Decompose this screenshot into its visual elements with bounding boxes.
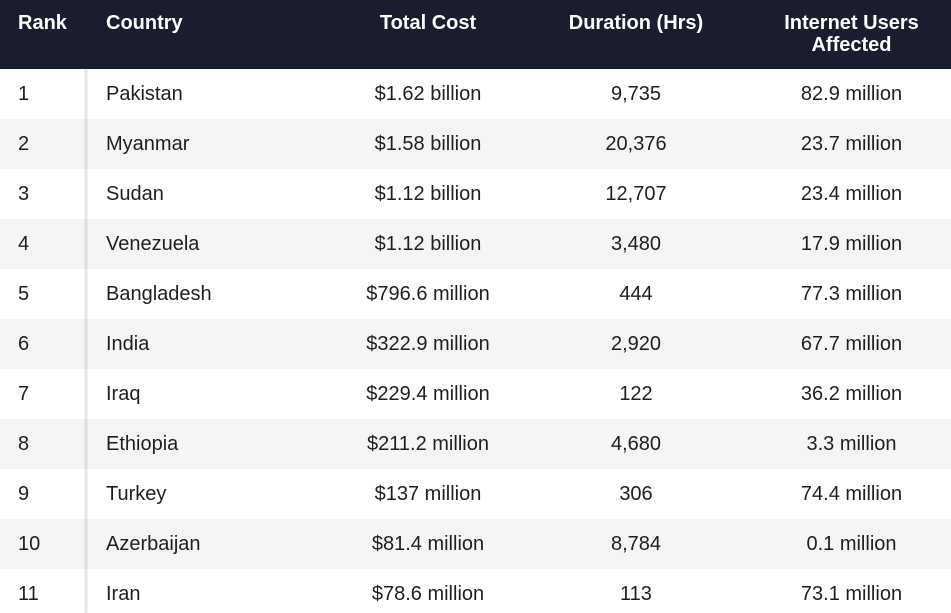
cell-country: Iraq [106, 383, 141, 405]
cell-country: Turkey [106, 483, 167, 505]
cell-country: Ethiopia [106, 433, 179, 455]
cell-rank: 6 [18, 333, 30, 355]
cell-country: Iran [106, 583, 141, 605]
header-duration[interactable]: Duration (Hrs) [568, 12, 704, 34]
cell-duration: 122 [619, 383, 653, 405]
cell-rank: 1 [18, 83, 30, 105]
cell-rank: 9 [18, 483, 30, 505]
cell-users-affected: 74.4 million [800, 483, 903, 505]
cell-users-affected: 73.1 million [800, 583, 903, 605]
cell-country: Azerbaijan [106, 533, 201, 555]
cell-total-cost: $322.9 million [366, 333, 490, 355]
cell-duration: 9,735 [610, 83, 662, 105]
cell-rank: 7 [18, 383, 30, 405]
table-header: Rank Country Total Cost Duration (Hrs) I… [0, 0, 951, 69]
table-row: 10 Azerbaijan $81.4 million 8,784 0.1 millio… [0, 519, 951, 569]
cell-duration: 2,920 [610, 333, 662, 355]
cell-rank: 2 [18, 133, 30, 155]
cell-users-affected: 23.4 million [800, 183, 903, 205]
header-total-cost[interactable]: Total Cost [379, 12, 477, 34]
cell-total-cost: $229.4 million [366, 383, 490, 405]
table-row: 3 Sudan $1.12 billion 12,707 23.4 million [0, 169, 951, 219]
table-body: 1 Pakistan $1.62 billion 9,735 82.9 million 2… [0, 69, 951, 613]
cell-rank: 3 [18, 183, 30, 205]
cell-users-affected: 67.7 million [800, 333, 903, 355]
cell-country: Myanmar [106, 133, 190, 155]
cell-duration: 113 [620, 583, 652, 605]
cell-country: Sudan [106, 183, 164, 205]
header-users-affected-line-1: Internet Users [784, 12, 919, 34]
cell-users-affected: 36.2 million [800, 383, 903, 405]
header-users-affected-line-2: Affected [811, 34, 892, 56]
cell-users-affected: 0.1 million [806, 533, 897, 555]
cell-duration: 3,480 [610, 233, 662, 255]
cell-total-cost: $1.12 billion [374, 183, 482, 205]
cell-duration: 20,376 [605, 133, 667, 155]
table-row: 7 Iraq $229.4 million 122 36.2 million [0, 369, 951, 419]
table-row: 6 India $322.9 million 2,920 67.7 million [0, 319, 951, 369]
header-country[interactable]: Country [106, 12, 183, 34]
cell-total-cost: $137 million [374, 483, 482, 505]
cell-rank: 8 [18, 433, 30, 455]
cell-country: India [106, 333, 150, 355]
cell-total-cost: $211.2 million [367, 433, 489, 455]
table-row: 5 Bangladesh $796.6 million 444 77.3 million [0, 269, 951, 319]
cell-users-affected: 17.9 million [800, 233, 903, 255]
cell-duration: 4,680 [610, 433, 662, 455]
cell-country: Pakistan [106, 83, 183, 105]
cell-total-cost: $1.12 billion [374, 233, 482, 255]
cell-duration: 12,707 [605, 183, 667, 205]
cell-duration: 306 [619, 483, 653, 505]
cell-users-affected: 23.7 million [800, 133, 903, 155]
header-rank[interactable]: Rank [18, 12, 67, 34]
cell-rank: 4 [18, 233, 30, 255]
table-row: 1 Pakistan $1.62 billion 9,735 82.9 million [0, 69, 951, 119]
cell-users-affected: 82.9 million [800, 83, 903, 105]
header-users-affected[interactable]: Internet Users Affected [752, 0, 951, 69]
table-row: 11 Iran $78.6 million 113 73.1 million [0, 569, 951, 613]
table-row: 2 Myanmar $1.58 billion 20,376 23.7 million [0, 119, 951, 169]
cell-users-affected: 77.3 million [800, 283, 903, 305]
cell-total-cost: $78.6 million [371, 583, 485, 605]
cell-rank: 11 [18, 583, 39, 605]
cell-total-cost: $81.4 million [371, 533, 485, 555]
cell-country: Venezuela [106, 233, 200, 255]
cell-rank: 5 [18, 283, 30, 305]
table-row: 8 Ethiopia $211.2 million 4,680 3.3 million [0, 419, 951, 469]
table-row: 4 Venezuela $1.12 billion 3,480 17.9 million [0, 219, 951, 269]
cell-country: Bangladesh [106, 283, 212, 305]
cell-duration: 8,784 [610, 533, 662, 555]
cell-duration: 444 [619, 283, 653, 305]
cell-total-cost: $1.62 billion [374, 83, 482, 105]
header-row: Rank Country Total Cost Duration (Hrs) I… [0, 0, 951, 69]
cell-total-cost: $796.6 million [366, 283, 490, 305]
cell-rank: 10 [18, 533, 41, 555]
cell-users-affected: 3.3 million [806, 433, 897, 455]
table-row: 9 Turkey $137 million 306 74.4 million [0, 469, 951, 519]
cell-total-cost: $1.58 billion [374, 133, 482, 155]
